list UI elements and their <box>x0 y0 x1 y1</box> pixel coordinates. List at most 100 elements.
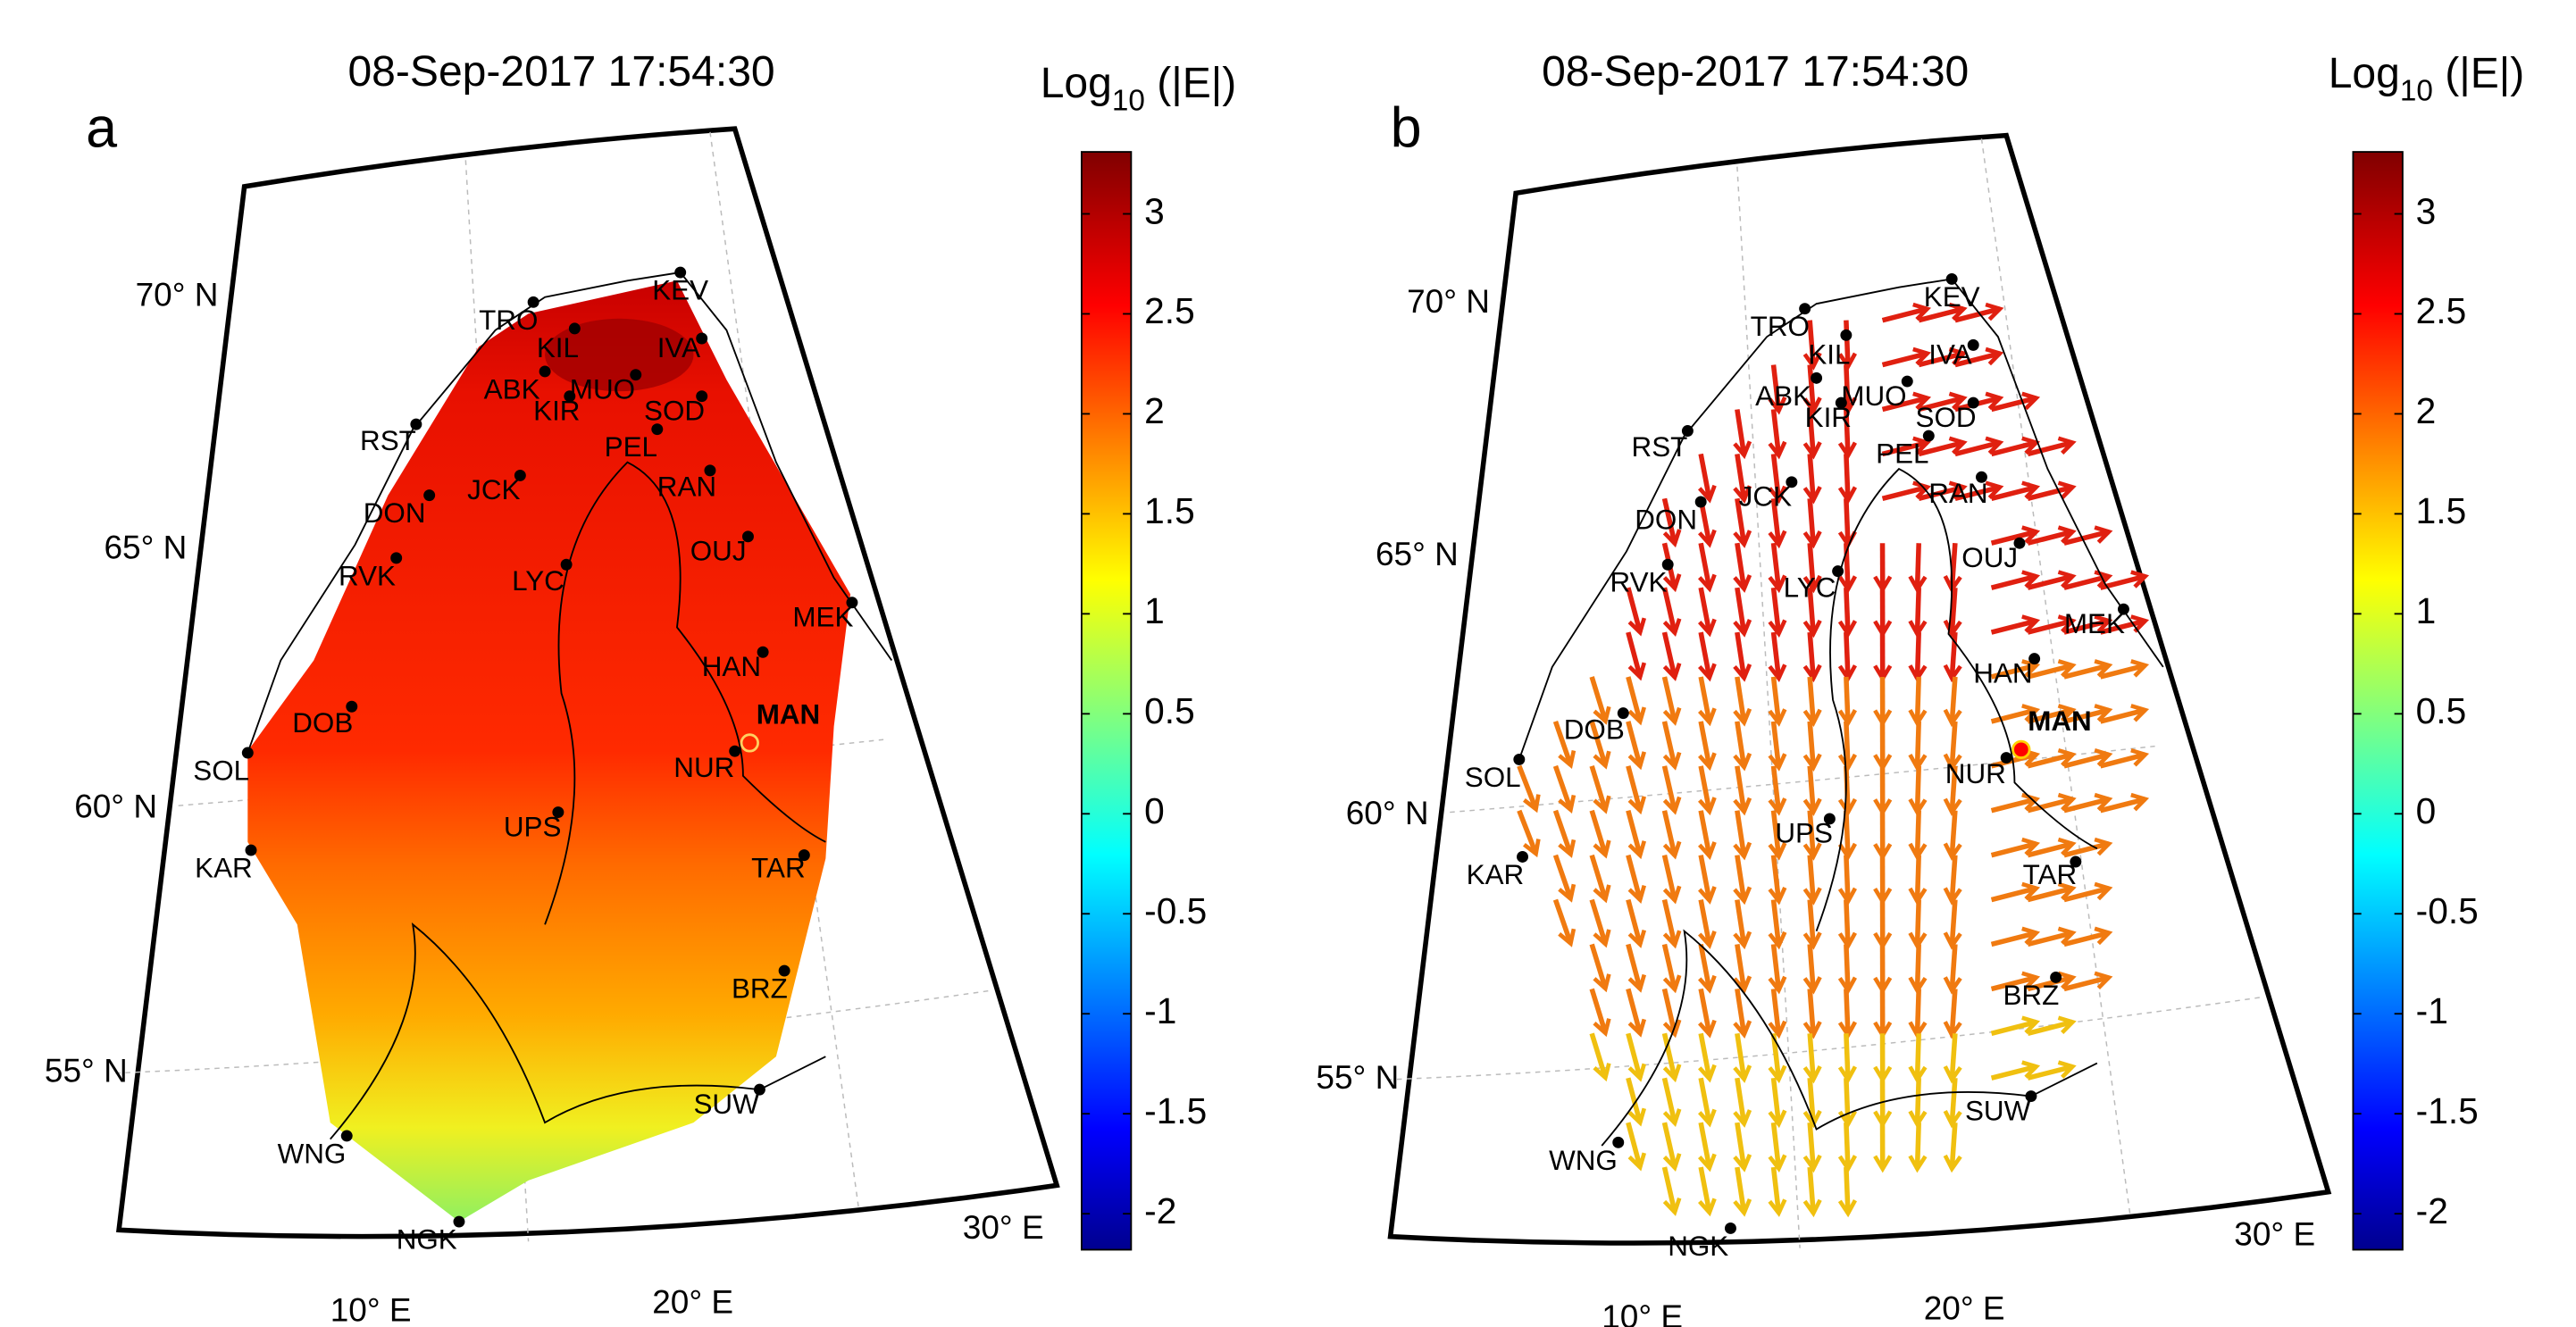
field-arrow-head <box>1627 706 1647 726</box>
station-marker <box>696 332 708 345</box>
field-arrow <box>1881 395 1928 413</box>
field-arrow-head <box>1662 573 1682 593</box>
colorbar-tick-label: 0.5 <box>2416 690 2467 731</box>
field-arrow <box>1807 765 1816 813</box>
field-arrow-head <box>2130 570 2150 588</box>
station-label: SUW <box>693 1089 759 1120</box>
station-marker <box>2117 603 2129 615</box>
station-marker <box>729 745 741 757</box>
field-arrow-head <box>1943 664 1962 683</box>
station-label: RST <box>1632 431 1688 463</box>
field-arrow-head <box>2021 971 2041 990</box>
field-arrow <box>1589 676 1608 722</box>
station-marker <box>2025 1090 2037 1103</box>
station-label: LYC <box>512 565 565 597</box>
field-arrow-head <box>1943 1109 1962 1129</box>
field-arrow <box>1698 899 1712 946</box>
field-arrow-head <box>2094 704 2113 722</box>
field-arrow <box>1949 989 1958 1036</box>
colorbar-scale <box>1080 151 1133 1251</box>
field-arrow <box>1844 810 1851 857</box>
field-arrow <box>1914 855 1921 902</box>
field-arrow <box>2027 529 2074 546</box>
colorbar-tick-label: 2 <box>2416 390 2437 431</box>
station-label: OUJ <box>1961 542 2018 573</box>
field-arrow-head <box>1698 797 1717 816</box>
field-arrow <box>1770 409 1782 456</box>
station-marker <box>2013 537 2026 549</box>
field-arrow-head <box>1698 573 1717 593</box>
field-arrow-head <box>2057 704 2077 722</box>
field-arrow <box>1990 484 2037 501</box>
field-arrow-head <box>1802 530 1822 549</box>
field-arrow-head <box>1943 931 1962 950</box>
field-arrow <box>1626 898 1643 946</box>
field-arrow <box>1807 1077 1816 1125</box>
station-marker <box>539 365 551 378</box>
field-arrow <box>1807 587 1816 634</box>
field-arrow-head <box>1768 664 1787 682</box>
field-arrow-head <box>1627 751 1647 771</box>
field-arrow <box>1949 631 1958 679</box>
field-arrow-head <box>1698 841 1717 860</box>
field-arrow-head <box>1733 707 1752 727</box>
field-arrow <box>1770 899 1782 947</box>
field-arrow-head <box>1627 796 1647 815</box>
colorbar-tick-label: 3 <box>2416 190 2437 231</box>
field-arrow-head <box>1768 440 1787 460</box>
field-arrow-head <box>1593 1063 1611 1082</box>
field-arrow-head <box>1802 753 1822 772</box>
field-arrow-head <box>2057 1015 2077 1034</box>
field-arrow <box>1807 721 1816 768</box>
station-label: SOL <box>1465 762 1521 793</box>
station-marker <box>1967 338 1979 351</box>
field-arrow <box>1914 1123 1921 1169</box>
field-arrow <box>1770 765 1782 813</box>
colorbar-tick-label: 1.5 <box>1144 490 1195 531</box>
field-arrow <box>1807 631 1816 679</box>
field-arrow-head <box>2021 614 2041 633</box>
field-arrow <box>2027 797 2074 814</box>
colorbar-tick-label: -1 <box>2416 990 2448 1031</box>
field-arrow <box>1844 364 1851 412</box>
field-arrow <box>1807 855 1816 902</box>
field-arrow <box>1661 898 1677 946</box>
field-arrow <box>2027 1064 2074 1081</box>
station-label: NUR <box>1945 758 2006 789</box>
field-arrow <box>1698 810 1712 857</box>
field-arrow-head <box>1698 1153 1717 1173</box>
field-arrow-head <box>2057 748 2077 767</box>
field-arrow-head <box>1593 929 1611 948</box>
graticule <box>1450 745 2155 814</box>
field-arrow <box>1990 529 2037 546</box>
field-arrow <box>2063 930 2110 947</box>
field-arrow <box>2063 663 2110 680</box>
colorbar-tick-label: -0.5 <box>1144 890 1207 931</box>
field-arrow-head <box>1698 1198 1717 1217</box>
field-arrow <box>1552 764 1574 811</box>
field-arrow-head <box>1768 842 1787 861</box>
field-arrow <box>1661 1032 1677 1080</box>
station-label: UPS <box>504 811 562 842</box>
field-arrow <box>1770 1166 1782 1214</box>
field-arrow-head <box>1943 1154 1962 1173</box>
field-arrow-head <box>1768 1020 1787 1039</box>
field-arrow <box>1807 1033 1816 1081</box>
field-arrow-head <box>1985 436 2004 455</box>
station-label: IVA <box>657 332 700 363</box>
station-label: KEV <box>1924 281 1980 313</box>
field-arrow-head <box>2094 792 2113 812</box>
field-arrow-head <box>1873 1155 1893 1173</box>
station-marker <box>1832 565 1844 578</box>
station-marker <box>514 469 526 481</box>
station-marker <box>410 418 422 430</box>
field-arrow-head <box>2094 881 2113 901</box>
field-arrow-head <box>1627 1152 1647 1172</box>
field-arrow-head <box>2021 391 2041 411</box>
field-arrow-head <box>1908 1155 1928 1173</box>
field-arrow <box>1770 810 1782 857</box>
field-arrow <box>1954 306 2001 323</box>
field-arrow-head <box>2021 837 2041 856</box>
colorbar-title: Log10 (|E|) <box>2329 49 2525 108</box>
